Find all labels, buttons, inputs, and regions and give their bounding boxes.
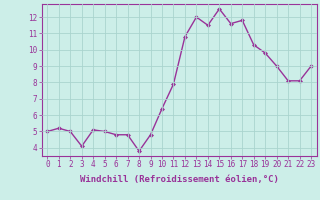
X-axis label: Windchill (Refroidissement éolien,°C): Windchill (Refroidissement éolien,°C) — [80, 175, 279, 184]
